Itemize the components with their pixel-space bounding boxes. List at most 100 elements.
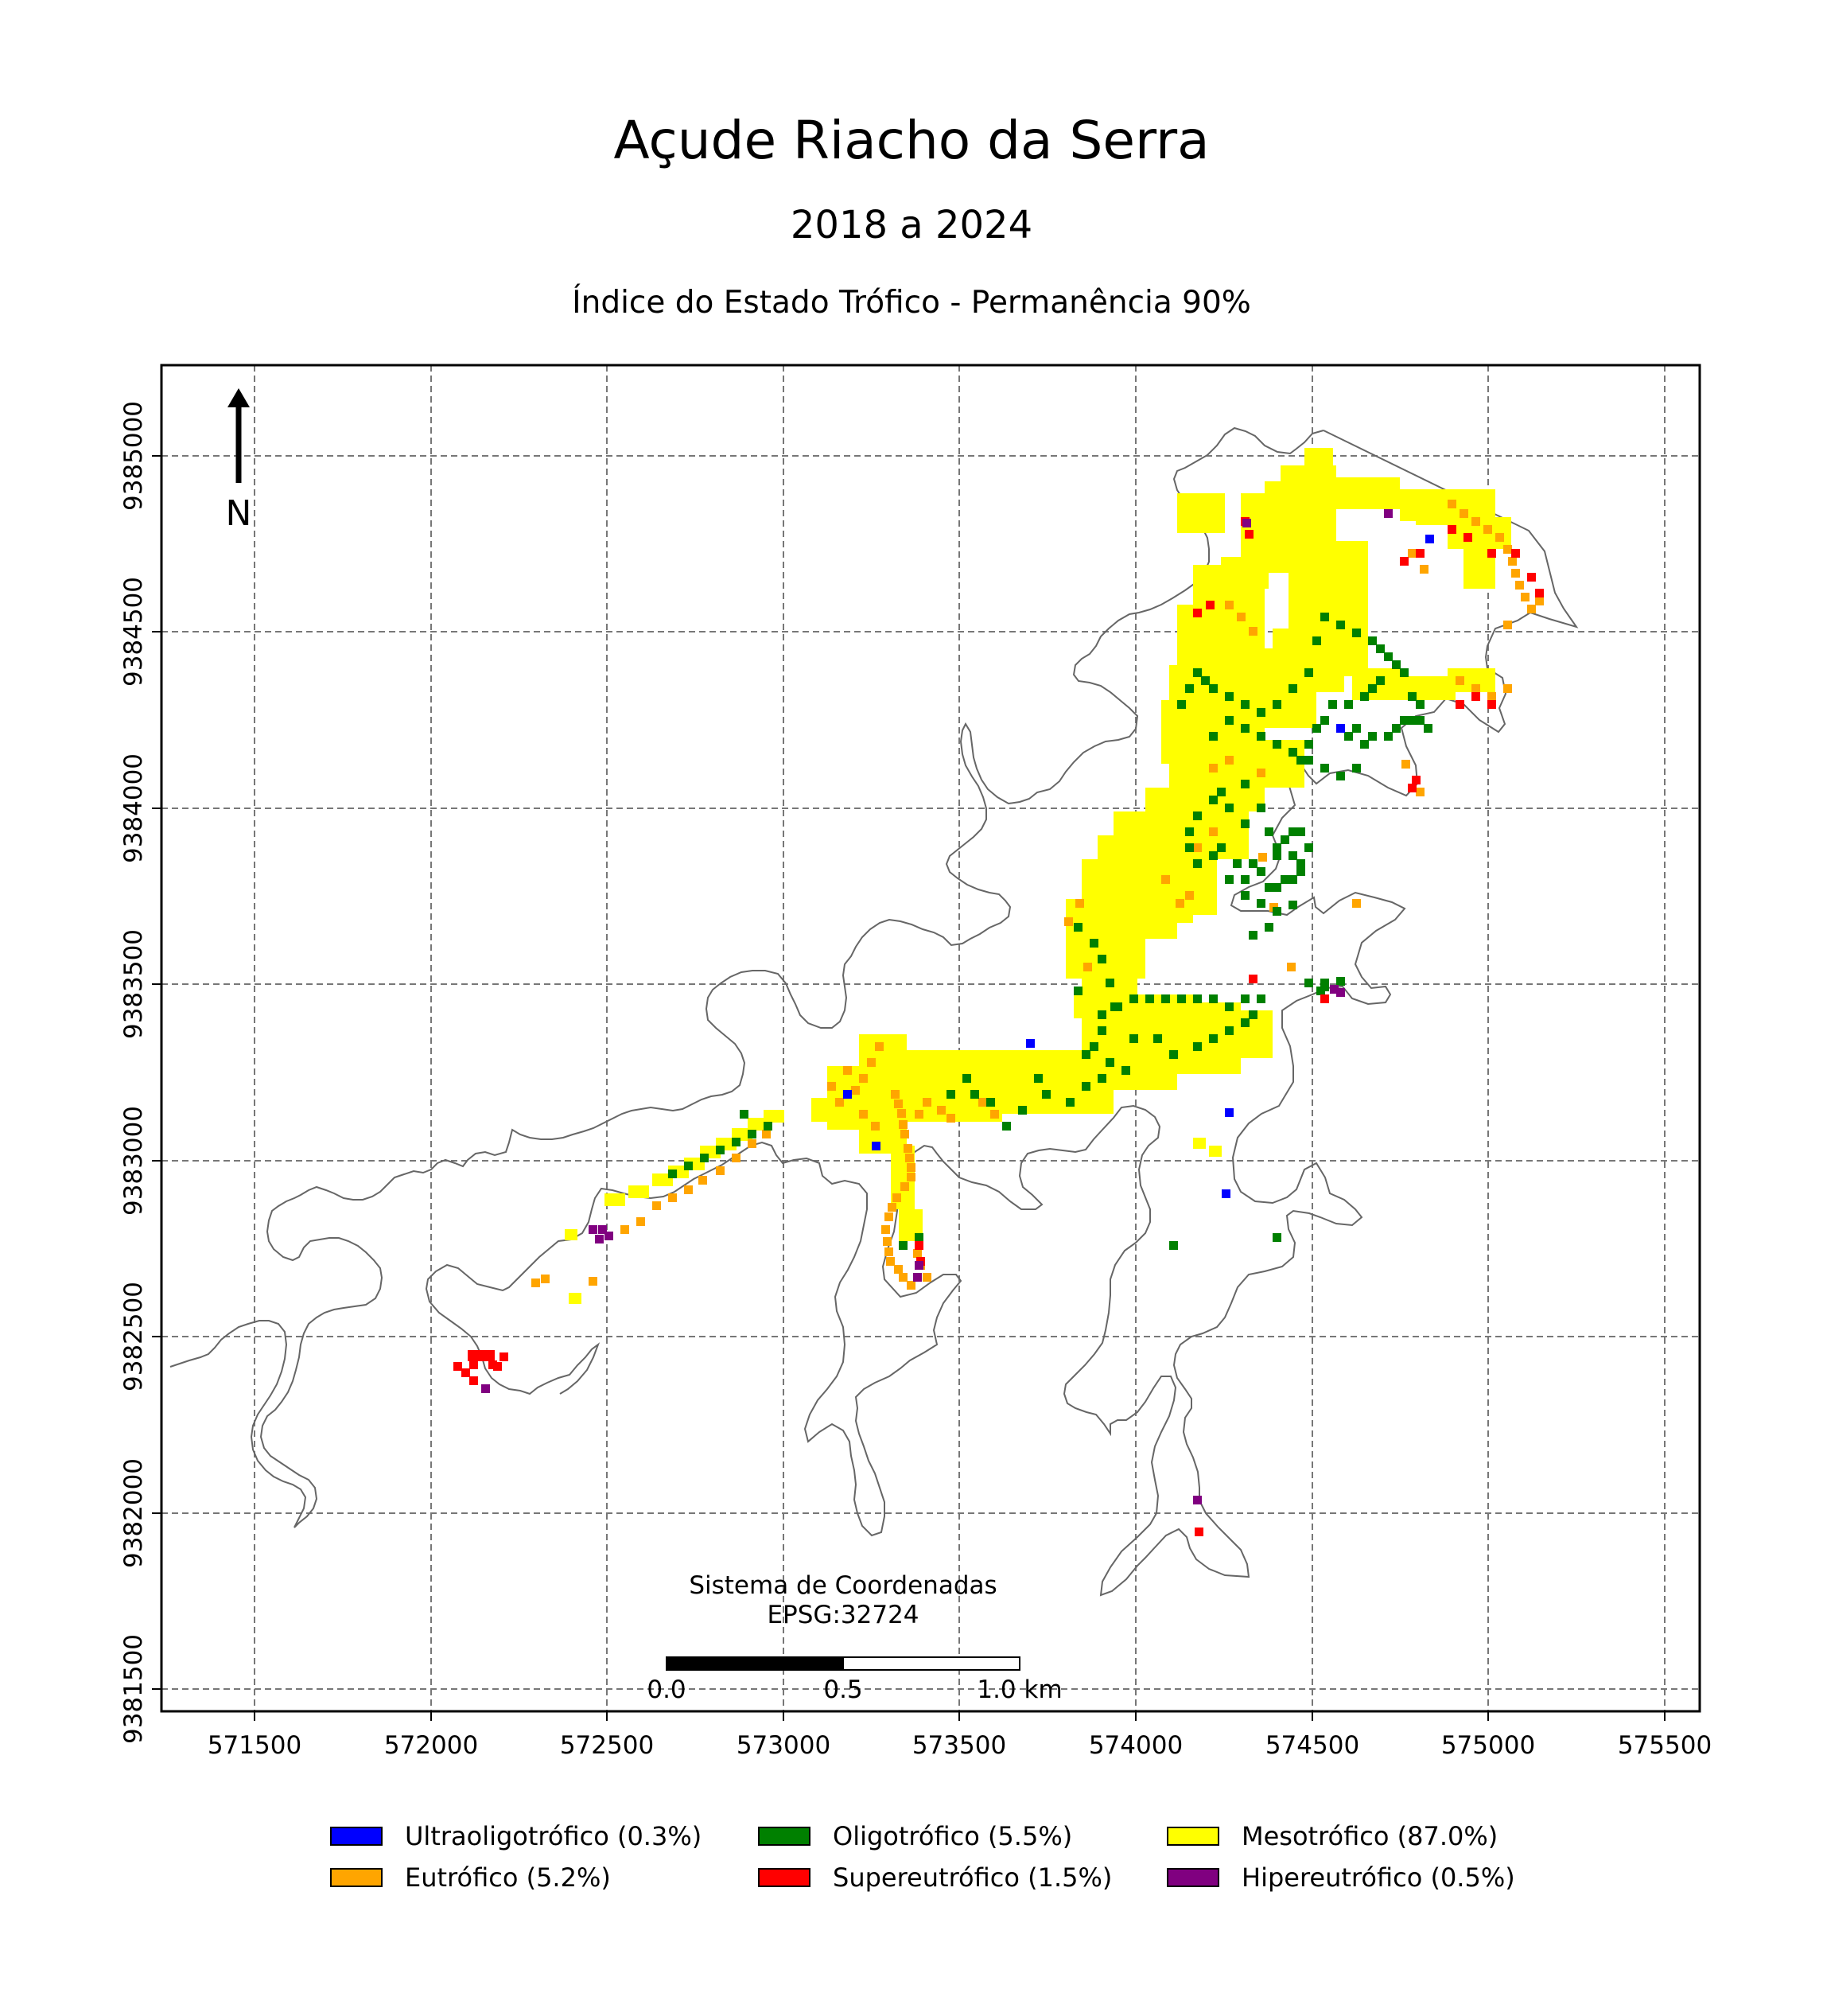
raster-cell-oligotrofico: [1241, 875, 1250, 884]
raster-cell-oligotrofico: [1066, 1098, 1075, 1107]
raster-cell-eutrofico: [923, 1273, 931, 1282]
raster-cell-eutrofico: [748, 1139, 756, 1148]
raster-cell-oligotrofico: [1257, 867, 1265, 876]
y-tick-label: 9381500: [119, 1634, 148, 1744]
legend-label: Mesotrófico (87.0%): [1242, 1821, 1498, 1851]
scale-bar: 0.0 0.5 1.0 km: [647, 1656, 1063, 1704]
raster-cell-oligotrofico: [1392, 724, 1401, 733]
raster-cell-mesotrofico: [1193, 1138, 1206, 1149]
raster-cell-supereutrofico: [488, 1360, 497, 1369]
raster-cell-oligotrofico: [1034, 1074, 1043, 1083]
raster-cell-eutrofico: [1420, 565, 1428, 574]
raster-cell-hipereutrofico: [915, 1261, 923, 1270]
scale-label-2: 1.0 km: [977, 1675, 1062, 1704]
raster-cell-hipereutrofico: [595, 1235, 604, 1243]
raster-cell-eutrofico: [923, 1098, 931, 1107]
raster-cell-oligotrofico: [1018, 1106, 1027, 1115]
raster-cell-mesotrofico: [652, 1173, 673, 1186]
raster-cell-mesotrofico: [764, 1110, 784, 1123]
raster-cell-eutrofico: [1237, 613, 1246, 621]
raster-cell-mesotrofico: [604, 1193, 625, 1206]
raster-cell-eutrofico: [1185, 891, 1194, 900]
raster-cell-hipereutrofico: [481, 1384, 490, 1393]
y-tick-label: 9384000: [119, 753, 148, 863]
x-tick-label: 575500: [1618, 1731, 1712, 1760]
raster-cell-supereutrofico: [1408, 784, 1417, 792]
x-tick-label: 572500: [560, 1731, 654, 1760]
raster-cell-hipereutrofico: [1330, 985, 1339, 994]
raster-cell-mesotrofico: [748, 1118, 768, 1131]
raster-cell-eutrofico: [883, 1237, 892, 1246]
raster-cell-eutrofico: [636, 1217, 645, 1226]
raster-cell-oligotrofico: [1320, 716, 1329, 725]
raster-cell-oligotrofico: [1289, 684, 1297, 693]
raster-cell-oligotrofico: [1225, 875, 1234, 884]
legend-swatch: [758, 1868, 810, 1887]
raster-cell-mesotrofico: [628, 1185, 649, 1198]
raster-cell-eutrofico: [1483, 525, 1492, 534]
raster-cell-oligotrofico: [1273, 843, 1281, 852]
raster-cell-eutrofico: [1176, 899, 1184, 908]
raster-cell-oligotrofico: [1344, 700, 1353, 709]
raster-cell-eutrofico: [891, 1090, 900, 1099]
raster-cell-supereutrofico: [469, 1376, 478, 1385]
raster-cell-oligotrofico: [1304, 740, 1313, 749]
raster-cell-hipereutrofico: [1242, 519, 1251, 527]
raster-cell-supereutrofico: [453, 1362, 462, 1371]
raster-cell-mesotrofico: [569, 1293, 581, 1304]
raster-cell-supereutrofico: [1463, 533, 1472, 542]
raster-cell-oligotrofico: [1082, 1082, 1090, 1091]
raster-cell-oligotrofico: [1249, 1010, 1257, 1019]
x-tick-label: 571500: [208, 1731, 301, 1760]
raster-cell-oligotrofico: [1296, 867, 1305, 876]
raster-cell-oligotrofico: [1400, 716, 1409, 725]
raster-cell-eutrofico: [1075, 899, 1084, 908]
raster-cell-eutrofico: [859, 1074, 868, 1083]
raster-cell-oligotrofico: [684, 1162, 693, 1170]
raster-cell-eutrofico: [1471, 517, 1480, 526]
raster-cell-hipereutrofico: [1336, 988, 1345, 997]
raster-cell-oligotrofico: [1241, 1018, 1250, 1027]
raster-cell-oligotrofico: [1408, 716, 1417, 725]
raster-cell-oligotrofico: [748, 1130, 756, 1138]
raster-cell-eutrofico: [1508, 557, 1517, 566]
raster-cell-oligotrofico: [1177, 994, 1186, 1003]
raster-cell-eutrofico: [698, 1176, 707, 1185]
raster-cell-oligotrofico: [1304, 979, 1313, 987]
raster-cell-oligotrofico: [1201, 676, 1210, 685]
raster-cell-eutrofico: [875, 1042, 884, 1051]
y-tick-label: 9382500: [119, 1282, 148, 1391]
raster-cell-eutrofico: [881, 1225, 890, 1234]
raster-cell-oligotrofico: [1177, 700, 1186, 709]
raster-cell-ultraoligotrofico: [843, 1090, 852, 1099]
raster-cell-eutrofico: [1511, 569, 1520, 578]
raster-cell-oligotrofico: [1106, 979, 1114, 987]
legend-swatch: [330, 1827, 383, 1846]
scale-bar-black-segment: [666, 1656, 844, 1671]
raster-cell-eutrofico: [732, 1154, 740, 1162]
raster-cell-oligotrofico: [1225, 692, 1234, 701]
raster-cell-supereutrofico: [493, 1362, 502, 1371]
raster-cell-oligotrofico: [700, 1154, 709, 1162]
raster-cell-oligotrofico: [1074, 923, 1083, 932]
raster-cell-eutrofico: [1287, 963, 1296, 971]
legend-label: Ultraoligotrófico (0.3%): [405, 1821, 702, 1851]
x-tick-label: 574500: [1265, 1731, 1359, 1760]
raster-cell-eutrofico: [1083, 963, 1092, 971]
raster-cell-oligotrofico: [899, 1241, 908, 1250]
raster-cell-eutrofico: [886, 1257, 895, 1266]
raster-cell-eutrofico: [1225, 601, 1234, 609]
y-tick-label: 9384500: [119, 577, 148, 687]
raster-cell-oligotrofico: [1129, 994, 1138, 1003]
raster-cell-eutrofico: [716, 1166, 725, 1175]
raster-cell-oligotrofico: [1241, 819, 1250, 828]
y-axis: 9381500 9382000 9382500 9383000 9383500 93840…: [119, 401, 161, 1744]
raster-cell-oligotrofico: [1249, 859, 1257, 868]
raster-cell-oligotrofico: [1408, 692, 1417, 701]
raster-cell-supereutrofico: [1456, 700, 1464, 709]
raster-cell-oligotrofico: [1289, 827, 1297, 836]
legend-swatch: [330, 1868, 383, 1887]
raster-cell-eutrofico: [652, 1201, 661, 1210]
raster-cell-supereutrofico: [1195, 1528, 1203, 1536]
